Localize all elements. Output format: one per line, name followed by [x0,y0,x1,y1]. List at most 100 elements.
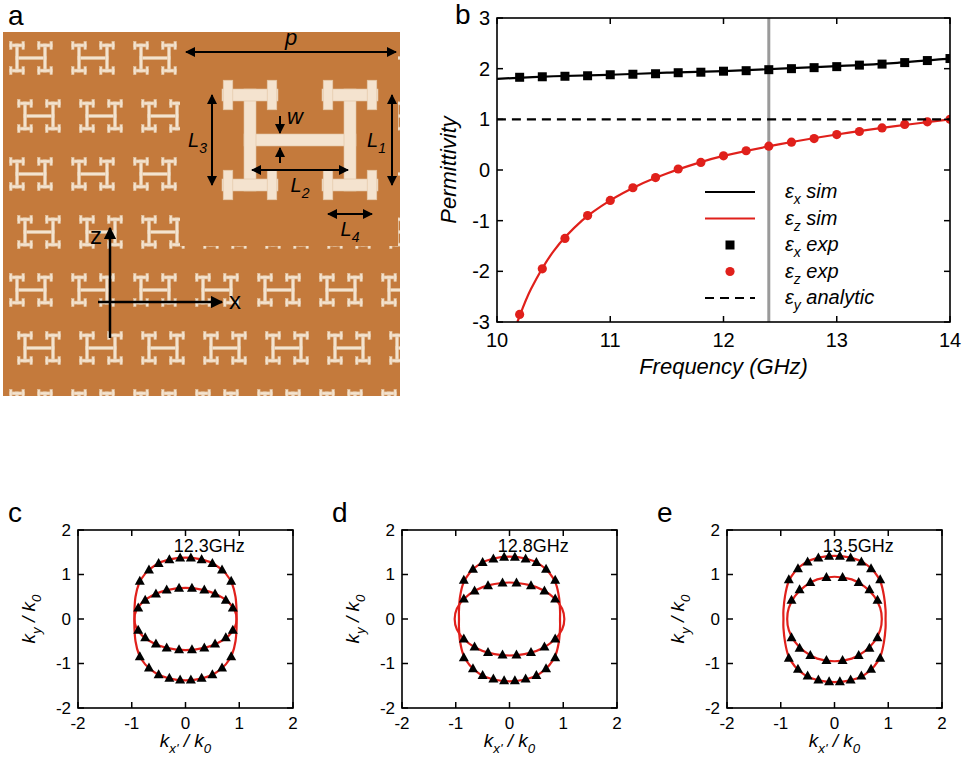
metal-strip [348,273,350,281]
metal-strip [18,99,20,107]
metal-strip [58,99,60,107]
legend-label: εy analytic [785,286,874,313]
metal-strip [298,299,300,307]
triangle-marker [510,675,520,684]
metal-strip [22,157,24,165]
metal-strip [112,273,114,281]
metal-strip [382,273,384,281]
metal-strip [232,357,234,365]
inset-background [180,36,398,246]
x-tick [131,702,133,708]
metal-strip [232,331,234,339]
x-tick [723,316,725,322]
text-part: x' [492,741,503,756]
x-tick [726,702,728,708]
text-part: / [827,730,843,751]
dimension-arrow [279,116,281,133]
metal-strip [100,273,102,281]
square-marker [560,72,569,81]
metal-strip [394,273,396,281]
metal-strip [46,241,48,249]
metal-strip [326,276,329,304]
x-tick [292,530,294,536]
metal-strip [80,241,82,249]
metal-strip [236,389,238,396]
metal-strip [174,183,176,191]
metal-strip [323,80,333,110]
y-tick-label: 1 [479,108,490,130]
metal-strip [286,389,288,396]
x-tick [834,702,836,708]
dimension-label: w [287,104,305,129]
x-tick [780,530,782,536]
text-part: exp [801,233,839,255]
metal-strip [162,183,164,191]
y-tick [78,618,84,620]
x-tick [949,18,951,24]
metal-strip [332,389,334,396]
metal-strip [134,389,136,396]
metal-strip [84,183,86,191]
triangle-marker [162,585,172,594]
metal-strip [368,331,370,339]
text-part: analytic [801,286,874,308]
metal-strip [174,389,176,396]
triangle-marker [174,583,184,592]
metal-strip [18,241,20,249]
metal-strip [334,334,337,362]
metal-strip [300,334,303,362]
y-tick [402,663,408,665]
metal-strip [114,218,117,246]
metal-strip [72,299,74,307]
dimension-label: L4 [341,218,360,245]
dimension-arrow [328,213,372,215]
metal-strip [120,215,122,223]
text-part: L [367,129,378,151]
y-tick-label: 0 [711,610,720,629]
substrate [3,32,400,396]
x-tick [836,316,838,322]
metal-strip [202,276,205,304]
y-tick-label: 0 [479,159,490,181]
triangle-marker [140,632,150,641]
metal-strip [142,331,144,339]
triangle-marker [144,662,154,671]
y-tick [497,68,503,70]
y-tick-label: 1 [62,565,71,584]
metal-strip [162,157,164,165]
dimension-arrow [211,95,213,185]
square-marker [696,68,705,77]
metal-strip [272,334,275,362]
metal-strip [106,44,109,72]
x-tick-label: 1 [235,714,244,733]
metal-strip [80,99,82,107]
y-tick [936,529,942,531]
metal-strip [244,89,256,191]
x-tick [77,702,79,708]
metal-strip [146,41,148,49]
text-part: Permittivity [436,114,461,224]
text-part: 0 [528,741,536,756]
triangle-marker [803,557,813,566]
metal-strip [332,299,334,307]
metal-strip [44,44,47,72]
metal-strip [10,41,12,49]
square-marker [674,68,683,77]
metal-strip [170,215,172,223]
metal-strip [72,183,74,191]
triangle-marker [539,585,549,594]
metal-strip [216,357,218,365]
triangle-marker [824,676,834,685]
circle-marker [674,164,683,173]
metal-strip [196,273,198,281]
y-tick-label: -1 [380,654,395,673]
y-tick [497,169,503,171]
metal-strip [84,389,86,396]
y-tick [727,574,733,576]
metal-strip [46,357,48,365]
triangle-marker [478,670,488,679]
metal-strip [340,357,342,365]
metal-strip [114,102,117,130]
metal-strip [356,357,358,365]
metal-strip [22,41,24,49]
